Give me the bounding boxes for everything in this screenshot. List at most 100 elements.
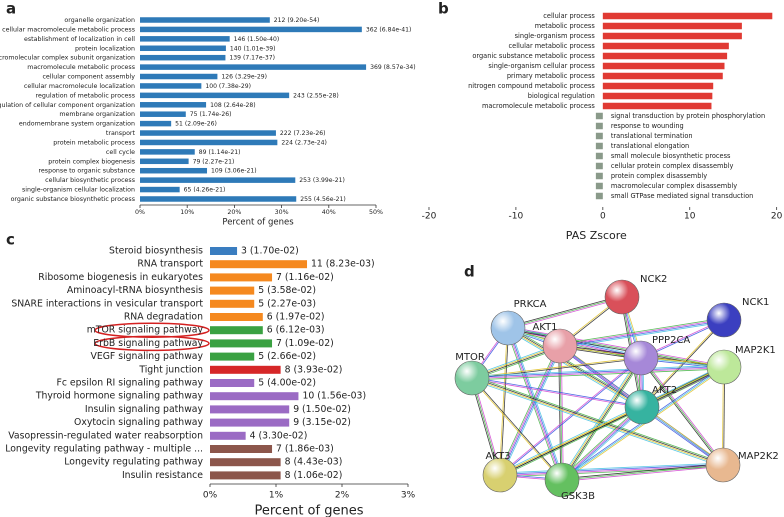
category-label: ErbB signaling pathway [93, 338, 203, 349]
x-tick-label: 3% [401, 491, 416, 501]
category-label: organic substance metabolic process [472, 52, 595, 60]
category-label: cellular macromolecule metabolic process [2, 26, 135, 33]
x-tick-label: 0% [135, 209, 145, 216]
bar-label: 362 (6.84e-41) [366, 26, 412, 33]
bar-label: 146 (1.50e-40) [234, 36, 280, 43]
x-tick-label: -10 [509, 212, 524, 222]
category-label: regulation of metabolic process [36, 92, 135, 99]
bar-label: 75 (1.74e-26) [190, 111, 232, 118]
node-label: MTOR [455, 352, 485, 363]
bar [210, 418, 290, 427]
panel-letter: c [6, 231, 15, 249]
bar-label: 253 (3.99e-21) [299, 177, 345, 184]
network-edge [472, 358, 642, 380]
bar-label: 255 (4.56e-21) [300, 196, 346, 203]
network-edge [471, 356, 641, 378]
bar [595, 132, 603, 140]
category-label: protein localization [75, 45, 135, 52]
network-edge [641, 319, 724, 407]
bar [140, 73, 218, 80]
network-edge [507, 296, 623, 329]
category-label: cellular component assembly [42, 74, 135, 81]
category-label: establishment of localization in cell [24, 36, 135, 43]
network-edge [507, 295, 622, 328]
category-label: Aminoacyl-tRNA biosynthesis [67, 285, 203, 296]
bar [602, 12, 773, 20]
network-edge [561, 464, 724, 481]
network-edge [471, 378, 723, 466]
bar-label: 9 (3.15e-02) [293, 417, 351, 428]
bar [140, 45, 226, 52]
x-tick-label: 20 [771, 212, 783, 222]
bar [210, 405, 290, 414]
category-label: mTOR signaling pathway [87, 325, 204, 336]
bar [602, 42, 729, 50]
category-label: single-organism cellular process [488, 62, 595, 70]
network-edge [497, 345, 559, 475]
node-label: MAP2K1 [735, 345, 776, 356]
network-edge [562, 367, 725, 482]
bar-label: 139 (7.17e-37) [229, 55, 275, 62]
panel-letter: d [464, 263, 475, 281]
category-label: RNA degradation [124, 312, 203, 323]
network-edge [471, 364, 724, 377]
network-edge [561, 406, 642, 480]
panel-letter: b [438, 0, 449, 18]
category-label: single-organism cellular localization [22, 187, 135, 194]
network-edge [640, 357, 724, 466]
highlight-ellipse [94, 322, 210, 338]
bar-label: 126 (3.29e-29) [221, 74, 267, 81]
category-label: Longevity regulating pathway - multiple … [5, 444, 203, 455]
node-label: AKT3 [485, 451, 510, 462]
x-tick-label: 20% [227, 209, 241, 216]
category-label: single-organism process [515, 32, 596, 40]
category-label: protein complex disassembly [611, 172, 707, 180]
bar [210, 471, 281, 480]
bar [595, 112, 603, 120]
bar-label: 7 (1.09e-02) [276, 338, 334, 349]
category-label: cellular biosynthetic process [45, 177, 135, 184]
bar [140, 177, 296, 183]
category-label: signal transduction by protein phosphory… [611, 112, 765, 120]
bar [595, 192, 603, 200]
bar-label: 11 (8.23e-03) [311, 259, 375, 270]
network-edge [508, 327, 643, 407]
category-label: Tight junction [138, 364, 203, 375]
bar-label: 140 (1.01e-39) [230, 45, 276, 52]
bar [595, 172, 603, 180]
category-label: membrane organization [59, 111, 135, 118]
network-node [490, 310, 526, 346]
category-label: nitrogen compound metabolic process [468, 82, 595, 90]
bar [140, 54, 226, 61]
bar [210, 286, 255, 295]
network-edge [472, 377, 724, 465]
network-node [706, 302, 742, 338]
network-edge [472, 375, 724, 464]
bar [602, 82, 714, 90]
category-label: cellular process [543, 12, 595, 20]
network-edge [507, 327, 725, 368]
network-edge [499, 345, 560, 475]
bar [210, 458, 281, 467]
bar [210, 260, 308, 269]
network-edge [499, 463, 723, 475]
bar [140, 196, 297, 202]
bar-label: 79 (2.27e-21) [193, 158, 235, 165]
bar-label: 9 (1.50e-02) [293, 404, 351, 415]
network-edge [471, 379, 723, 468]
bar-label: 369 (8.57e-34) [370, 64, 416, 71]
category-label: small molecule biosynthetic process [611, 152, 731, 160]
x-tick-label: 2% [335, 491, 350, 501]
category-label: translational elongation [611, 142, 689, 150]
bar [210, 273, 273, 282]
category-label: organic substance biosynthetic process [11, 196, 135, 203]
bar [602, 72, 723, 80]
x-tick-label: 0 [600, 212, 606, 222]
bar-label: 5 (4.00e-02) [258, 378, 316, 389]
category-label: Longevity regulating pathway [64, 457, 203, 468]
network-edge [639, 358, 723, 467]
category-label: translational termination [611, 132, 693, 140]
bar-label: 224 (2.73e-24) [281, 139, 327, 146]
category-label: regulation of cellular component organiz… [0, 102, 135, 109]
